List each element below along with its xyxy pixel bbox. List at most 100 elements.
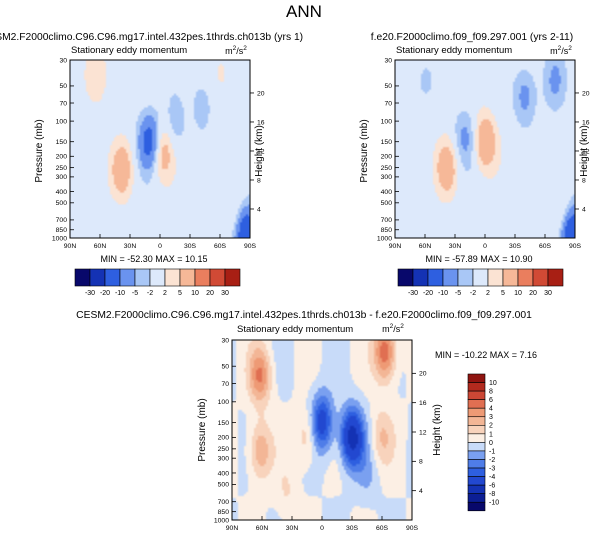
colorbar-panel-2: -30 -20 -10 -5 -2 2 5 10 20 30 bbox=[397, 268, 564, 297]
colorbar-label: -2 bbox=[470, 290, 476, 297]
colorbar-label: 30 bbox=[221, 290, 229, 297]
p-tick-label: 150 bbox=[56, 139, 68, 146]
colorbar-swatch bbox=[467, 382, 486, 392]
p-tick-label: 100 bbox=[56, 118, 68, 125]
x-tick-label: 60N bbox=[419, 243, 432, 250]
colorbar-swatch bbox=[467, 450, 486, 460]
p-tick-label: 200 bbox=[56, 154, 68, 161]
colorbar-label: 0 bbox=[489, 440, 493, 447]
field-shading bbox=[232, 340, 412, 520]
colorbar-swatch bbox=[224, 268, 241, 287]
z-tick-label: 12 bbox=[419, 429, 427, 436]
colorbar-swatch bbox=[194, 268, 211, 287]
colorbar-swatch bbox=[397, 268, 414, 287]
colorbar-swatch bbox=[89, 268, 106, 287]
colorbar-swatch bbox=[412, 268, 429, 287]
p-tick-label: 70 bbox=[59, 100, 67, 107]
p-tick-label: 850 bbox=[56, 227, 68, 234]
colorbar-swatch bbox=[467, 476, 486, 486]
colorbar-swatch bbox=[427, 268, 444, 287]
z-tick-label: 8 bbox=[257, 177, 261, 184]
p-tick-label: 50 bbox=[221, 364, 229, 371]
p-tick-label: 250 bbox=[381, 165, 393, 172]
colorbar-swatch bbox=[517, 268, 534, 287]
z-tick-label: 20 bbox=[582, 90, 590, 97]
p-tick-label: 200 bbox=[381, 154, 393, 161]
panel-subtitle: Stationary eddy momentum bbox=[71, 45, 187, 56]
y-axis-label-left: Pressure (mb) bbox=[359, 119, 370, 182]
p-tick-label: 300 bbox=[218, 455, 230, 462]
x-tick-label: 60N bbox=[94, 243, 107, 250]
z-tick-label: 12 bbox=[257, 148, 265, 155]
y-axis-label-right: Height (km) bbox=[432, 404, 443, 456]
p-tick-label: 500 bbox=[56, 200, 68, 207]
p-tick-label: 70 bbox=[384, 100, 392, 107]
z-tick-label: 8 bbox=[582, 177, 586, 184]
p-tick-label: 1000 bbox=[214, 517, 229, 524]
colorbar-swatch bbox=[532, 268, 549, 287]
p-tick-label: 150 bbox=[381, 139, 393, 146]
colorbar-swatch bbox=[442, 268, 459, 287]
colorbar-swatch bbox=[467, 501, 486, 512]
field-shading bbox=[70, 60, 250, 238]
colorbar-label: -5 bbox=[455, 290, 461, 297]
panel-subtitle: Stationary eddy momentum bbox=[237, 324, 353, 335]
p-tick-label: 700 bbox=[56, 217, 68, 224]
min-max-stats: MIN = -57.89 MAX = 10.90 bbox=[425, 254, 532, 264]
colorbar-swatch bbox=[467, 399, 486, 409]
colorbar-label: -10 bbox=[438, 290, 448, 297]
colorbar-label: -20 bbox=[100, 290, 110, 297]
x-tick-label: 90N bbox=[64, 243, 77, 250]
x-tick-label: 0 bbox=[158, 243, 162, 250]
x-tick-label: 30N bbox=[286, 525, 299, 532]
colorbar-swatch bbox=[502, 268, 519, 287]
units-label: m2/s2 bbox=[382, 323, 404, 334]
z-tick-label: 4 bbox=[582, 206, 586, 213]
colorbar-label: -4 bbox=[489, 474, 495, 481]
colorbar-panel-1: -30 -20 -10 -5 -2 2 5 10 20 30 bbox=[74, 268, 241, 297]
p-tick-label: 250 bbox=[56, 165, 68, 172]
colorbar-swatch bbox=[104, 268, 121, 287]
p-tick-label: 500 bbox=[218, 482, 230, 489]
colorbar-label: 10 bbox=[489, 380, 497, 387]
colorbar-swatch bbox=[467, 424, 486, 435]
colorbar-label: -3 bbox=[489, 465, 495, 472]
colorbar-swatch bbox=[547, 268, 564, 287]
colorbar-label: 2 bbox=[486, 290, 490, 297]
p-tick-label: 850 bbox=[381, 227, 393, 234]
field-shading bbox=[395, 60, 575, 238]
units-label: m2/s2 bbox=[550, 45, 572, 56]
colorbar-label: 1 bbox=[489, 431, 493, 438]
y-axis-label-right: Height (km) bbox=[579, 125, 590, 177]
p-tick-label: 100 bbox=[381, 118, 393, 125]
x-tick-label: 30S bbox=[184, 243, 197, 250]
colorbar-swatch bbox=[209, 268, 226, 287]
x-tick-label: 90S bbox=[569, 243, 582, 250]
x-tick-label: 0 bbox=[320, 525, 324, 532]
colorbar-label: 20 bbox=[206, 290, 214, 297]
page-title: ANN bbox=[286, 2, 322, 21]
x-tick-label: 30N bbox=[124, 243, 137, 250]
colorbar-label: 20 bbox=[529, 290, 537, 297]
colorbar-label: 6 bbox=[489, 397, 493, 404]
colorbar-label: 10 bbox=[514, 290, 522, 297]
colorbar-swatch bbox=[74, 268, 91, 287]
panel-subtitle: Stationary eddy momentum bbox=[396, 45, 512, 56]
colorbar-swatch bbox=[467, 416, 486, 426]
x-tick-label: 90S bbox=[244, 243, 257, 250]
units-label: m2/s2 bbox=[225, 45, 247, 56]
p-tick-label: 850 bbox=[218, 509, 230, 516]
p-tick-label: 300 bbox=[56, 174, 68, 181]
colorbar-swatch bbox=[149, 268, 166, 287]
x-tick-label: 0 bbox=[483, 243, 487, 250]
z-tick-label: 16 bbox=[419, 400, 427, 407]
colorbar-swatch bbox=[467, 493, 486, 503]
colorbar-swatch bbox=[487, 268, 504, 287]
colorbar-label: -6 bbox=[489, 483, 495, 490]
colorbar-swatch bbox=[467, 467, 486, 477]
x-tick-label: 60S bbox=[376, 525, 389, 532]
p-tick-label: 1000 bbox=[52, 235, 67, 242]
colorbar-label: -1 bbox=[489, 448, 495, 455]
p-tick-label: 300 bbox=[381, 174, 393, 181]
